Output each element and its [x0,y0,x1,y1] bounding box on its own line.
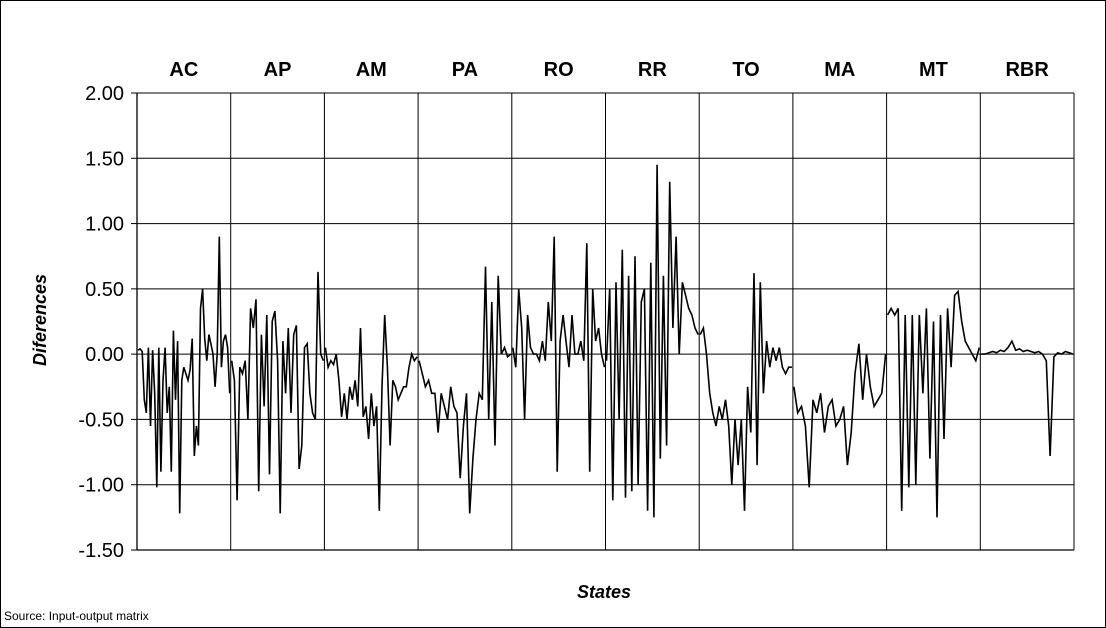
y-tick-label: -1.50 [78,540,124,562]
series-line-ac [137,236,231,514]
state-label-ac: AC [169,59,198,81]
series-lines [137,164,1074,518]
y-tick-label: -0.50 [78,409,124,431]
y-tick-labels: 2.00 1.50 1.00 0.50 0.00 -0.50 -1.00 -1.50 [78,83,124,562]
state-label-pa: PA [452,59,478,81]
state-label-to: TO [732,59,759,81]
source-note: Source: Input-output matrix [4,609,149,623]
y-tick-label: 2.00 [85,83,124,105]
series-line-ma [793,343,887,488]
state-labels: AC AP AM PA RO RR TO MA MT RBR [169,59,1049,81]
y-tick-label: 0.50 [85,279,124,301]
state-label-ma: MA [824,59,855,81]
series-line-mt [886,289,981,518]
series-line-am [324,314,418,511]
series-line-pa [418,266,512,514]
series-line-rbr [981,339,1074,457]
state-label-ro: RO [544,59,574,81]
y-tick-label: -1.00 [78,475,124,497]
state-label-am: AM [356,59,387,81]
series-line-to [699,273,792,511]
axes [131,92,1075,551]
y-tick-label: 0.00 [85,344,124,366]
y-tick-label: 1.00 [85,214,124,236]
series-line-rr [605,164,699,518]
state-label-mt: MT [919,59,948,81]
state-label-rr: RR [638,59,667,81]
series-line-ap [230,271,325,514]
series-line-ro [512,236,606,472]
y-axis-title: Diferences [30,274,50,366]
x-axis-title: States [577,582,631,602]
state-label-ap: AP [264,59,292,81]
state-label-rbr: RBR [1005,59,1049,81]
y-tick-label: 1.50 [85,148,124,170]
